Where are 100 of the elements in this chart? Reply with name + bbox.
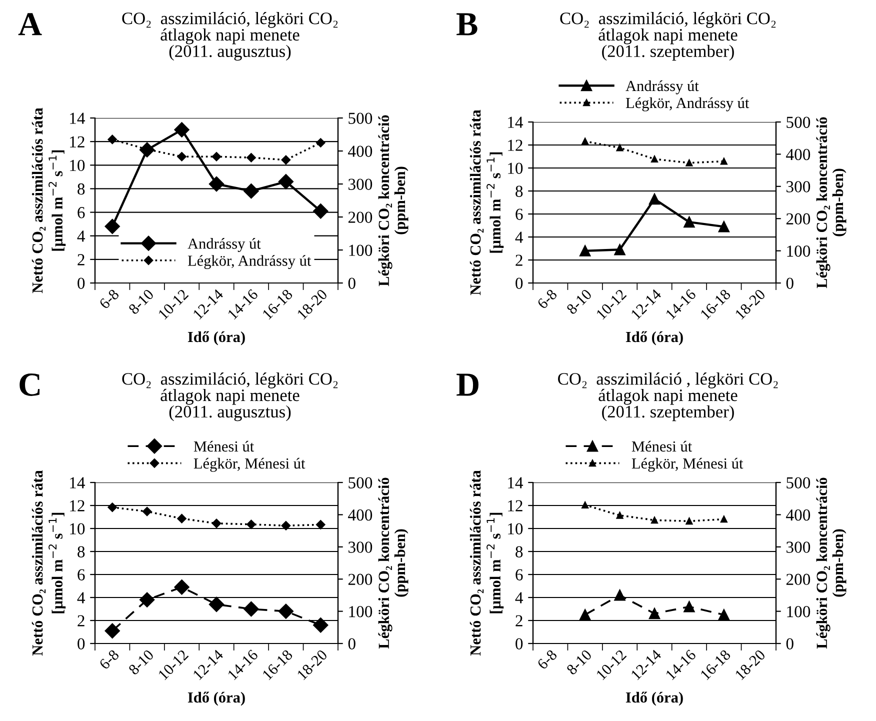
point bbox=[208, 596, 224, 612]
y-axis-title: Nettó CO₂ asszimilációs ráta [µmol m$^{−2}$ s$^{−1}$] bbox=[470, 110, 504, 296]
chart-title: CO₂ asszimiláció, légköri CO₂ átlagok napi menete (2011. augusztus) bbox=[122, 372, 338, 422]
point bbox=[104, 623, 120, 638]
point bbox=[614, 590, 626, 601]
text: B bbox=[456, 13, 478, 36]
point bbox=[718, 221, 730, 232]
point bbox=[316, 520, 326, 530]
x-axis-title: Idő (óra) bbox=[188, 331, 245, 346]
y-tick-label: 14 bbox=[70, 477, 86, 488]
y2-axis-title: Légköri CO₂ koncentráció (ppm-ben) bbox=[816, 478, 846, 649]
y-tick-label: 14 bbox=[508, 477, 524, 488]
point bbox=[177, 514, 186, 524]
point bbox=[174, 122, 190, 138]
legend-label: Légkör, Andrássy út bbox=[188, 255, 312, 270]
y-tick-label: 2 bbox=[516, 254, 522, 266]
point bbox=[316, 138, 326, 148]
point bbox=[278, 174, 294, 190]
point bbox=[313, 618, 328, 633]
y2-tick-label: 500 bbox=[786, 477, 810, 488]
point bbox=[648, 608, 660, 620]
y2-tick-label: 200 bbox=[348, 212, 372, 223]
point bbox=[582, 502, 589, 509]
text: C bbox=[20, 374, 40, 396]
point bbox=[244, 184, 259, 199]
y2-tick-label: 100 bbox=[787, 246, 810, 257]
y-tick-label: 8 bbox=[516, 186, 523, 197]
point bbox=[580, 609, 591, 620]
y2-tick-label: 500 bbox=[348, 112, 372, 124]
point bbox=[281, 521, 291, 530]
point bbox=[720, 158, 728, 165]
point bbox=[616, 144, 624, 152]
x-tick-label: 6-8 bbox=[536, 288, 558, 310]
x-tick-label: 8-10 bbox=[128, 649, 154, 676]
legend-label: Légkör, Ménesi út bbox=[632, 458, 744, 472]
y2-axis-title: Légköri CO₂ koncentráció (ppm-ben) bbox=[816, 117, 846, 288]
y2-tick-label: 300 bbox=[348, 542, 372, 553]
legend-label: Ménesi út bbox=[632, 440, 692, 452]
point bbox=[142, 506, 152, 516]
y-tick-label: 2 bbox=[516, 615, 522, 626]
y2-tick-label: 100 bbox=[349, 606, 372, 618]
y-axis-title: Nettó CO₂ asszimilációs ráta [µmol m$^{−2}$ s$^{−1}$] bbox=[32, 470, 66, 656]
point bbox=[614, 244, 626, 256]
y2-tick-label: 400 bbox=[786, 509, 810, 521]
y-tick-label: 0 bbox=[78, 278, 85, 289]
y-tick-label: 14 bbox=[508, 116, 524, 128]
point bbox=[174, 580, 190, 595]
chart-title: CO₂ asszimiláció , légköri CO₂ átlagok napi menete (2011. szeptember) bbox=[558, 372, 778, 422]
point bbox=[108, 134, 117, 144]
y2-tick-label: 500 bbox=[348, 477, 372, 488]
point bbox=[244, 601, 259, 617]
point bbox=[648, 193, 660, 205]
y-tick-label: 0 bbox=[516, 638, 523, 650]
point bbox=[651, 156, 658, 163]
point bbox=[616, 512, 624, 519]
chart-title: CO₂ asszimiláció, légköri CO₂ átlagok napi menete (2011. augusztus) bbox=[122, 12, 338, 61]
point bbox=[246, 152, 256, 162]
text: A bbox=[18, 13, 42, 36]
y2-tick-label: 300 bbox=[786, 181, 810, 192]
y2-tick-label: 200 bbox=[786, 574, 810, 586]
point bbox=[104, 218, 120, 234]
y-tick-label: 12 bbox=[508, 140, 522, 151]
y-tick-label: 6 bbox=[78, 207, 85, 218]
y2-tick-label: 100 bbox=[349, 244, 372, 256]
point bbox=[212, 518, 222, 528]
y-tick-label: 14 bbox=[70, 112, 86, 124]
x-tick-label: 8-10 bbox=[128, 288, 154, 315]
y2-tick-label: 400 bbox=[348, 509, 372, 521]
point bbox=[718, 609, 730, 620]
point bbox=[278, 604, 294, 619]
y-tick-label: 2 bbox=[78, 254, 84, 266]
x-axis-title: Idő (óra) bbox=[626, 692, 683, 706]
y2-tick-label: 0 bbox=[786, 278, 794, 289]
y2-tick-label: 300 bbox=[786, 542, 810, 553]
y-tick-label: 10 bbox=[508, 523, 523, 534]
y2-tick-label: 200 bbox=[786, 213, 810, 225]
y-tick-label: 4 bbox=[77, 592, 86, 604]
y-tick-label: 6 bbox=[516, 208, 523, 220]
y-tick-label: 4 bbox=[515, 592, 524, 604]
point bbox=[281, 155, 291, 165]
y-tick-label: 2 bbox=[78, 615, 84, 626]
x-axis-title: Idő (óra) bbox=[188, 692, 245, 706]
point bbox=[684, 601, 695, 612]
point bbox=[177, 152, 186, 162]
text: D bbox=[456, 374, 478, 396]
point bbox=[580, 245, 591, 256]
y-tick-label: 10 bbox=[70, 523, 85, 534]
y-tick-label: 10 bbox=[70, 160, 85, 172]
x-tick-label: 6-8 bbox=[98, 288, 120, 310]
y-axis-title: Nettó CO₂ asszimilációs ráta [µmol m$^{−2}$ s$^{−1}$] bbox=[470, 470, 504, 656]
y2-tick-label: 0 bbox=[348, 278, 356, 289]
legend-label: Légkör, Andrássy út bbox=[626, 97, 750, 112]
legend-label: Andrássy út bbox=[188, 238, 261, 252]
x-tick-label: 6-8 bbox=[536, 649, 558, 670]
point bbox=[684, 216, 695, 228]
point bbox=[208, 176, 224, 192]
y-tick-label: 6 bbox=[78, 569, 85, 580]
point bbox=[686, 159, 693, 166]
y-tick-label: 0 bbox=[516, 278, 523, 289]
y2-axis-title: Légköri CO₂ koncentráció (ppm-ben) bbox=[378, 478, 408, 649]
